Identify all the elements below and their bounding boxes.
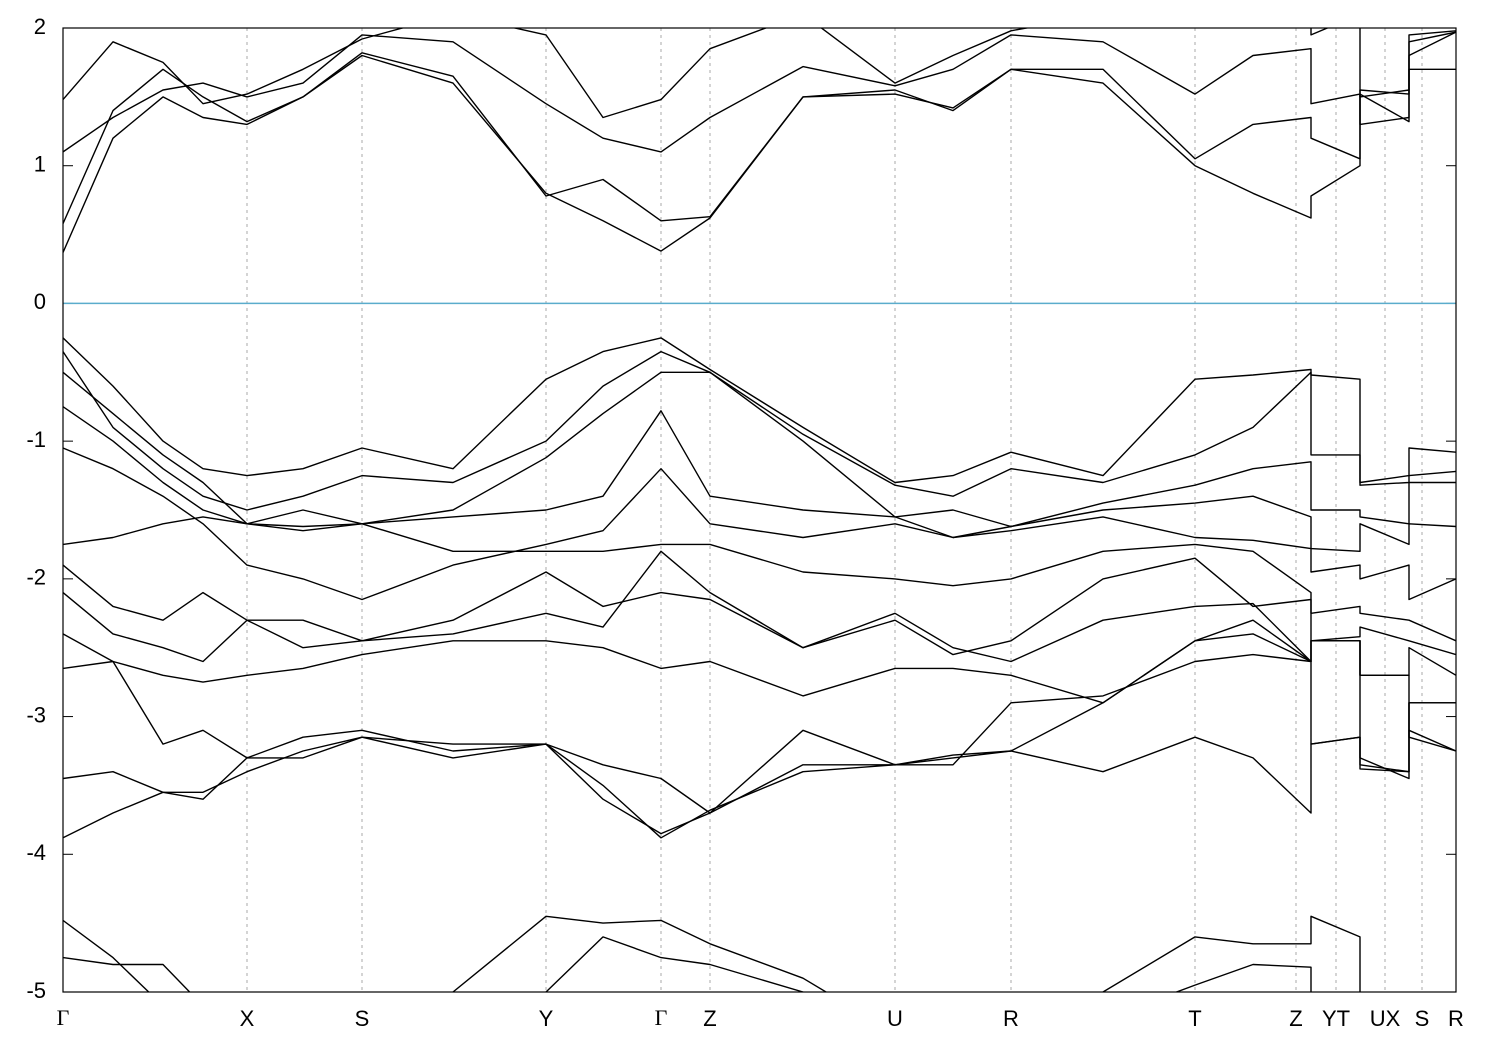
y-tick-label: -1: [26, 427, 46, 452]
x-tick-label: Z: [1289, 1006, 1302, 1031]
x-tick-label: Γ: [655, 1005, 668, 1030]
band-line: [63, 915, 1361, 992]
plot-frame: [62, 27, 1457, 993]
band-line: [63, 447, 1456, 601]
y-tick-label: -4: [26, 840, 46, 865]
x-tick-label: UX: [1370, 1006, 1401, 1031]
x-tick-label: T: [1188, 1006, 1201, 1031]
x-tick-label: S: [355, 1006, 370, 1031]
band-line: [63, 371, 1456, 528]
band-line: [63, 350, 1456, 511]
y-tick-label: -3: [26, 702, 46, 727]
x-tick-label: R: [1003, 1006, 1019, 1031]
x-tick-label: Y: [539, 1006, 554, 1031]
band-line: [63, 640, 1456, 839]
band-line: [63, 337, 1456, 484]
band-line: [63, 31, 1456, 253]
band-line: [63, 660, 1456, 814]
x-tick-label: Γ: [57, 1005, 70, 1030]
y-tick-label: 1: [34, 152, 46, 177]
x-tick-label: S: [1415, 1006, 1430, 1031]
band-line: [63, 28, 1456, 126]
x-tick-label: YT: [1322, 1006, 1350, 1031]
band-line: [63, 30, 1456, 153]
x-tick-label: Z: [703, 1006, 716, 1031]
bands: [63, 28, 1456, 992]
x-tick-label: X: [240, 1006, 255, 1031]
y-tick-label: -2: [26, 565, 46, 590]
y-tick-label: -5: [26, 978, 46, 1003]
x-tick-label: U: [887, 1006, 903, 1031]
y-tick-label: 0: [34, 289, 46, 314]
x-tick-label: R: [1448, 1006, 1464, 1031]
band-line: [63, 31, 1456, 224]
y-tick-label: 2: [34, 14, 46, 39]
